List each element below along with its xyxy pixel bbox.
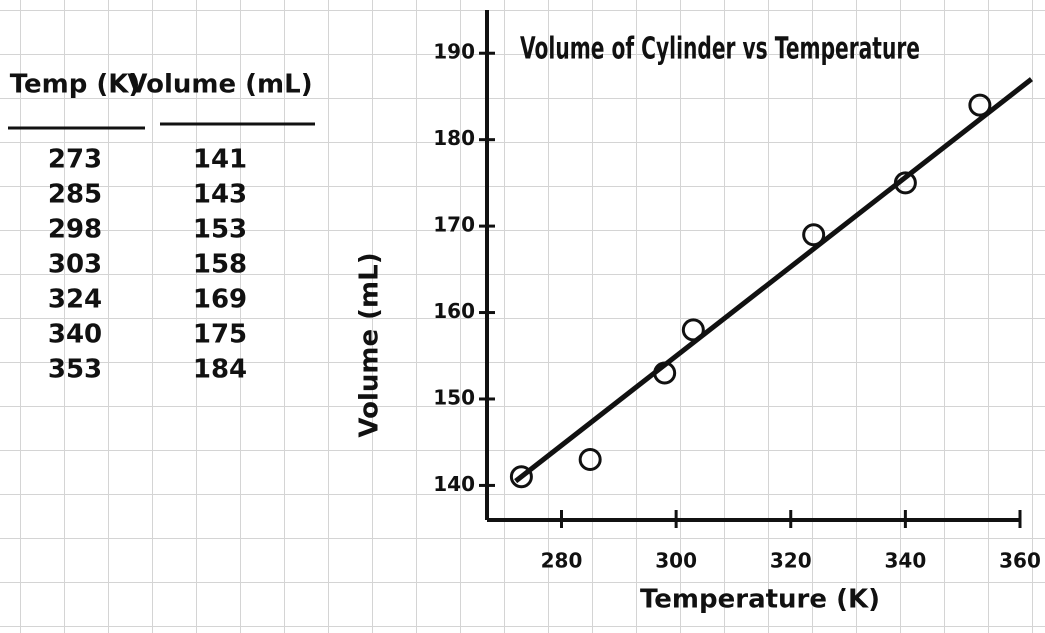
y-tick-label: 160 bbox=[433, 299, 475, 323]
x-axis-label: Temperature (K) bbox=[640, 585, 880, 615]
y-tick-label: 190 bbox=[433, 40, 475, 64]
table-cell: 298 bbox=[48, 215, 102, 245]
table-cell: 353 bbox=[48, 355, 102, 385]
table-cell: 340 bbox=[48, 320, 102, 350]
table-header: Volume (mL) bbox=[127, 70, 312, 100]
data-point bbox=[968, 93, 992, 117]
data-point bbox=[653, 361, 677, 385]
x-tick-label: 280 bbox=[541, 549, 583, 573]
table-cell: 141 bbox=[193, 145, 247, 175]
table-cell: 143 bbox=[193, 180, 247, 210]
x-tick-label: 360 bbox=[999, 549, 1041, 573]
data-point bbox=[893, 171, 917, 195]
table-cell: 324 bbox=[48, 285, 102, 315]
y-axis-label: Volume (mL) bbox=[355, 252, 385, 437]
y-tick-label: 180 bbox=[433, 126, 475, 150]
table-cell: 153 bbox=[193, 215, 247, 245]
data-point bbox=[802, 223, 826, 247]
table-cell: 184 bbox=[193, 355, 247, 385]
data-point bbox=[509, 465, 533, 489]
x-tick-label: 300 bbox=[655, 549, 697, 573]
trend-line bbox=[514, 77, 1033, 484]
table-cell: 175 bbox=[193, 320, 247, 350]
table-cell: 169 bbox=[193, 285, 247, 315]
table-header: Temp (K) bbox=[10, 70, 141, 100]
y-tick-label: 170 bbox=[433, 213, 475, 237]
data-point bbox=[578, 447, 602, 471]
y-tick-label: 140 bbox=[433, 472, 475, 496]
table-cell: 285 bbox=[48, 180, 102, 210]
table-cell: 303 bbox=[48, 250, 102, 280]
data-point bbox=[681, 318, 705, 342]
chart-title: Volume of Cylinder vs Temperature bbox=[520, 32, 920, 67]
table-cell: 273 bbox=[48, 145, 102, 175]
table-cell: 158 bbox=[193, 250, 247, 280]
x-tick-label: 340 bbox=[885, 549, 927, 573]
y-tick-label: 150 bbox=[433, 385, 475, 409]
x-tick-label: 320 bbox=[770, 549, 812, 573]
